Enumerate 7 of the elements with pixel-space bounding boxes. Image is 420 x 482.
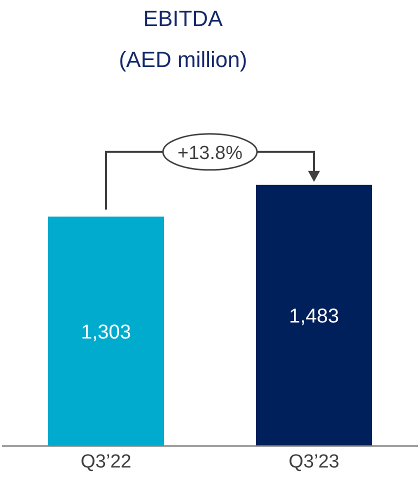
chart-title: EBITDA xyxy=(142,6,224,32)
x-tick-label: Q3’22 xyxy=(80,451,132,472)
chart-subtitle: (AED million) xyxy=(118,47,248,73)
x-tick-label: Q3’23 xyxy=(288,451,340,472)
data-label: 1,303 xyxy=(80,321,132,344)
data-label: 1,483 xyxy=(288,306,340,328)
text: +13.8% xyxy=(178,142,243,164)
